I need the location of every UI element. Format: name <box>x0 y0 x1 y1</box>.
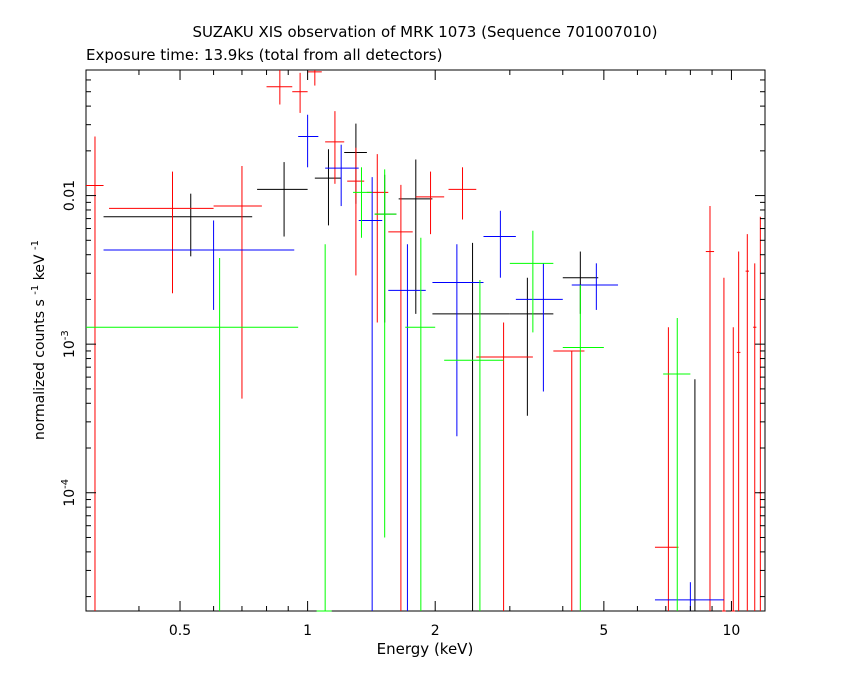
series-3 <box>86 167 691 612</box>
x-tick-label: 0.5 <box>169 623 191 639</box>
chart-subtitle: Exposure time: 13.9ks (total from all de… <box>86 46 442 64</box>
data-point <box>405 237 436 611</box>
x-tick-label: 5 <box>599 623 608 639</box>
data-point <box>432 244 484 437</box>
data-point <box>753 263 757 611</box>
plot-frame <box>85 69 766 612</box>
y-axis-label-sup1: -1 <box>30 285 41 295</box>
data-layer <box>86 70 762 612</box>
data-point <box>353 167 373 238</box>
data-point <box>86 136 104 611</box>
y-tick-label: 10-4 <box>60 479 78 507</box>
data-point <box>509 277 554 416</box>
x-tick-label: 1 <box>303 623 312 639</box>
y-tick-label: 10-3 <box>60 330 78 358</box>
data-point <box>731 327 736 612</box>
data-point <box>448 167 477 220</box>
data-point <box>292 72 308 113</box>
data-point <box>213 166 262 399</box>
data-point <box>103 193 253 257</box>
y-axis-label-main: normalized counts s <box>32 299 48 440</box>
data-point <box>325 111 345 184</box>
y-axis-label-sup2: -1 <box>30 240 41 250</box>
data-point <box>316 244 332 612</box>
data-point <box>374 169 397 538</box>
data-point <box>736 251 741 611</box>
data-point <box>86 258 299 611</box>
data-point <box>705 206 715 611</box>
data-point <box>374 174 397 323</box>
data-point <box>388 244 426 611</box>
x-tick-label: 10 <box>723 623 741 639</box>
data-point <box>307 70 322 86</box>
y-axis-label: normalized counts s -1 keV -1 <box>26 240 48 440</box>
series-0 <box>103 123 719 612</box>
data-point <box>745 234 749 611</box>
data-point <box>654 327 679 611</box>
data-point <box>509 230 554 333</box>
data-point <box>298 114 319 168</box>
x-axis-label: Energy (keV) <box>377 640 474 658</box>
data-point <box>266 70 293 105</box>
data-point <box>562 285 604 611</box>
data-point <box>257 162 308 237</box>
data-point <box>663 317 691 611</box>
data-point <box>398 159 433 314</box>
data-point <box>571 263 619 310</box>
data-point <box>670 379 719 612</box>
data-point <box>103 220 295 310</box>
data-point <box>515 263 563 392</box>
data-point <box>476 322 533 611</box>
data-point <box>553 350 585 611</box>
data-point <box>109 171 214 294</box>
data-point <box>325 144 359 207</box>
data-point <box>388 184 413 611</box>
chart-title: SUZAKU XIS observation of MRK 1073 (Sequ… <box>193 23 658 41</box>
data-point <box>415 171 445 235</box>
y-tick-label: 0.01 <box>62 180 78 211</box>
data-point <box>444 280 504 611</box>
series-1 <box>86 70 762 612</box>
data-point <box>483 210 516 278</box>
series-2 <box>103 114 724 611</box>
x-tick-label: 2 <box>431 623 440 639</box>
y-axis-label-mid: keV <box>32 254 48 280</box>
tick-layer: 0.5 1 2 5 10 0.01 10-3 10-4 <box>60 69 765 639</box>
data-point <box>314 149 342 226</box>
data-point <box>432 242 510 611</box>
data-point <box>358 177 383 611</box>
data-point <box>721 277 726 612</box>
